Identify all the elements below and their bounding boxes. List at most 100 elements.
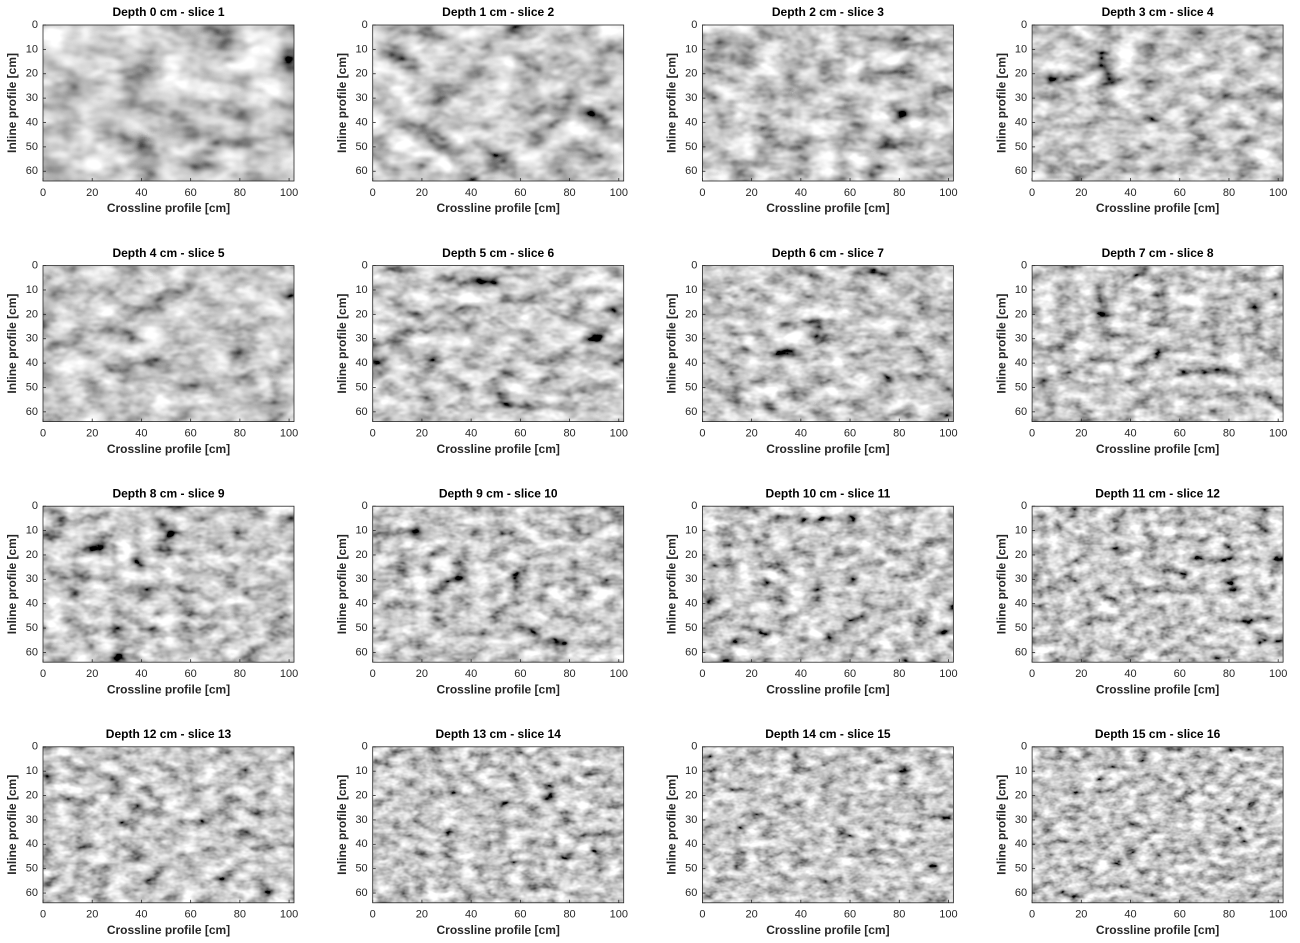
x-tick-label: 100	[610, 909, 628, 921]
x-tick-label: 40	[465, 668, 477, 680]
x-tick-label: 0	[370, 187, 376, 199]
x-axis-label: Crossline profile [cm]	[766, 201, 889, 215]
x-tick-label: 40	[795, 428, 807, 440]
x-tick-label: 80	[893, 668, 905, 680]
x-tick-label: 20	[416, 909, 428, 921]
y-tick-label: 0	[691, 500, 697, 512]
x-tick-label: 40	[1124, 187, 1136, 199]
heatmap-image	[702, 25, 953, 181]
y-tick-label: 50	[26, 381, 38, 393]
y-tick-label: 10	[1015, 43, 1027, 55]
y-tick-label: 10	[1015, 765, 1027, 777]
y-tick-label: 20	[355, 789, 367, 801]
x-tick-label: 60	[185, 187, 197, 199]
y-tick-label: 10	[355, 284, 367, 296]
y-tick-label: 0	[32, 19, 38, 31]
x-tick-label: 40	[135, 668, 147, 680]
x-tick-label: 80	[234, 668, 246, 680]
y-tick-label: 20	[1015, 789, 1027, 801]
y-tick-label: 10	[685, 43, 697, 55]
x-tick-label: 20	[1075, 668, 1087, 680]
x-tick-label: 0	[1029, 668, 1035, 680]
x-tick-label: 40	[465, 909, 477, 921]
x-tick-label: 60	[1174, 187, 1186, 199]
x-tick-label: 0	[40, 909, 46, 921]
y-axis-label: Inline profile [cm]	[994, 534, 1008, 634]
subplot-title: Depth 8 cm - slice 9	[112, 486, 224, 500]
x-tick-label: 80	[563, 909, 575, 921]
y-tick-label: 50	[355, 622, 367, 634]
y-tick-label: 10	[1015, 524, 1027, 536]
y-tick-label: 30	[26, 573, 38, 585]
x-tick-label: 20	[745, 187, 757, 199]
y-tick-label: 40	[26, 598, 38, 610]
y-tick-label: 40	[26, 357, 38, 369]
x-tick-label: 40	[465, 187, 477, 199]
y-tick-label: 60	[355, 165, 367, 177]
y-tick-label: 10	[26, 284, 38, 296]
x-tick-label: 80	[1223, 909, 1235, 921]
y-tick-label: 50	[26, 622, 38, 634]
heatmap-image	[702, 266, 953, 422]
y-tick-label: 30	[685, 92, 697, 104]
x-tick-label: 80	[234, 428, 246, 440]
y-tick-label: 10	[355, 765, 367, 777]
y-tick-label: 20	[685, 789, 697, 801]
y-tick-label: 30	[685, 814, 697, 826]
x-tick-label: 0	[699, 668, 705, 680]
x-tick-label: 0	[370, 909, 376, 921]
x-tick-label: 100	[280, 909, 298, 921]
y-tick-label: 20	[685, 308, 697, 320]
y-tick-label: 0	[691, 19, 697, 31]
y-axis-label: Inline profile [cm]	[665, 775, 679, 875]
x-tick-label: 100	[1269, 909, 1287, 921]
y-tick-label: 0	[362, 741, 368, 753]
x-tick-label: 0	[40, 428, 46, 440]
subplot-title: Depth 0 cm - slice 1	[112, 5, 224, 19]
y-tick-label: 60	[685, 887, 697, 899]
y-tick-label: 0	[32, 500, 38, 512]
x-tick-label: 60	[844, 187, 856, 199]
x-axis-label: Crossline profile [cm]	[107, 442, 230, 456]
heatmap-image	[373, 747, 624, 903]
y-tick-label: 50	[1015, 622, 1027, 634]
x-tick-label: 20	[1075, 909, 1087, 921]
x-tick-label: 60	[1174, 668, 1186, 680]
x-tick-label: 40	[1124, 668, 1136, 680]
x-tick-label: 0	[40, 187, 46, 199]
x-axis-label: Crossline profile [cm]	[107, 201, 230, 215]
y-tick-label: 60	[685, 646, 697, 658]
y-axis-label: Inline profile [cm]	[665, 53, 679, 153]
x-tick-label: 60	[514, 909, 526, 921]
x-tick-label: 80	[234, 909, 246, 921]
x-tick-label: 100	[1269, 428, 1287, 440]
x-tick-label: 80	[1223, 428, 1235, 440]
x-axis-label: Crossline profile [cm]	[766, 442, 889, 456]
y-tick-label: 30	[1015, 573, 1027, 585]
x-tick-label: 0	[699, 187, 705, 199]
y-tick-label: 40	[685, 838, 697, 850]
y-tick-label: 40	[685, 598, 697, 610]
y-tick-label: 40	[1015, 598, 1027, 610]
x-tick-label: 0	[699, 428, 705, 440]
y-axis-label: Inline profile [cm]	[5, 294, 19, 394]
x-tick-label: 80	[563, 428, 575, 440]
y-tick-label: 20	[26, 68, 38, 80]
x-tick-label: 20	[86, 428, 98, 440]
y-tick-label: 60	[26, 406, 38, 418]
y-tick-label: 10	[1015, 284, 1027, 296]
y-tick-label: 30	[355, 573, 367, 585]
x-tick-label: 0	[699, 909, 705, 921]
x-tick-label: 40	[795, 909, 807, 921]
x-tick-label: 40	[1124, 909, 1136, 921]
y-tick-label: 60	[1015, 406, 1027, 418]
y-tick-label: 0	[691, 741, 697, 753]
x-tick-label: 80	[1223, 187, 1235, 199]
y-tick-label: 20	[26, 549, 38, 561]
subplot-title: Depth 3 cm - slice 4	[1102, 5, 1214, 19]
y-tick-label: 20	[355, 549, 367, 561]
y-tick-label: 60	[685, 165, 697, 177]
subplot-title: Depth 4 cm - slice 5	[112, 246, 224, 260]
x-tick-label: 0	[40, 668, 46, 680]
y-tick-label: 50	[685, 141, 697, 153]
